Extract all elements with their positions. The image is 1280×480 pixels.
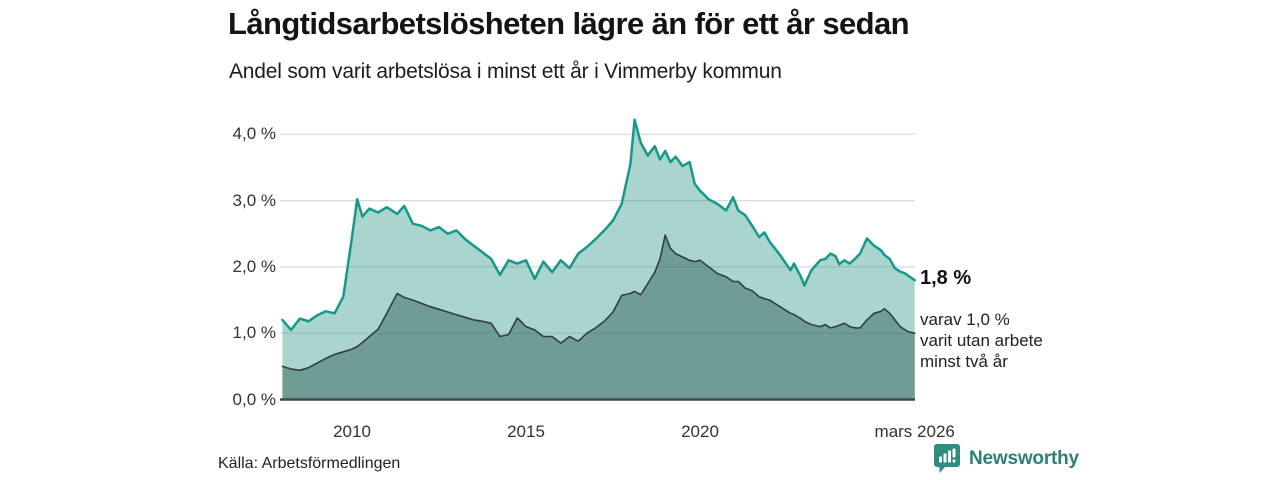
series-line-0 (281, 118, 916, 332)
series-area-1 (282, 235, 915, 400)
newsworthy-wordmark: Newsworthy (969, 447, 1079, 469)
x-axis-tick-label: 2015 (507, 422, 545, 441)
x-axis-tick-label: 2010 (333, 422, 371, 441)
y-axis-tick-label: 4,0 % (232, 124, 276, 144)
y-axis-tick-label: 0,0 % (232, 389, 276, 409)
chart-title: Långtidsarbetslösheten lägre än för ett … (228, 6, 910, 41)
x-axis-tick-label: 2020 (681, 422, 719, 441)
series-end-detail-label: varav 1,0 % varit utan arbete minst två … (920, 310, 1043, 371)
newsworthy-logo-icon (934, 444, 960, 473)
y-axis-tick-label: 3,0 % (232, 190, 276, 210)
x-axis-tick-label: mars 2026 (874, 422, 955, 441)
y-axis-tick-label: 1,0 % (232, 323, 276, 343)
y-axis-tick-label: 2,0 % (232, 256, 276, 276)
source-attribution: Källa: Arbetsförmedlingen (218, 455, 401, 472)
chart-subtitle: Andel som varit arbetslösa i minst ett å… (229, 60, 782, 83)
series-line-1 (281, 234, 916, 372)
series-end-value-label: 1,8 % (920, 267, 972, 289)
newsworthy-brand: Newsworthy (933, 443, 1079, 474)
